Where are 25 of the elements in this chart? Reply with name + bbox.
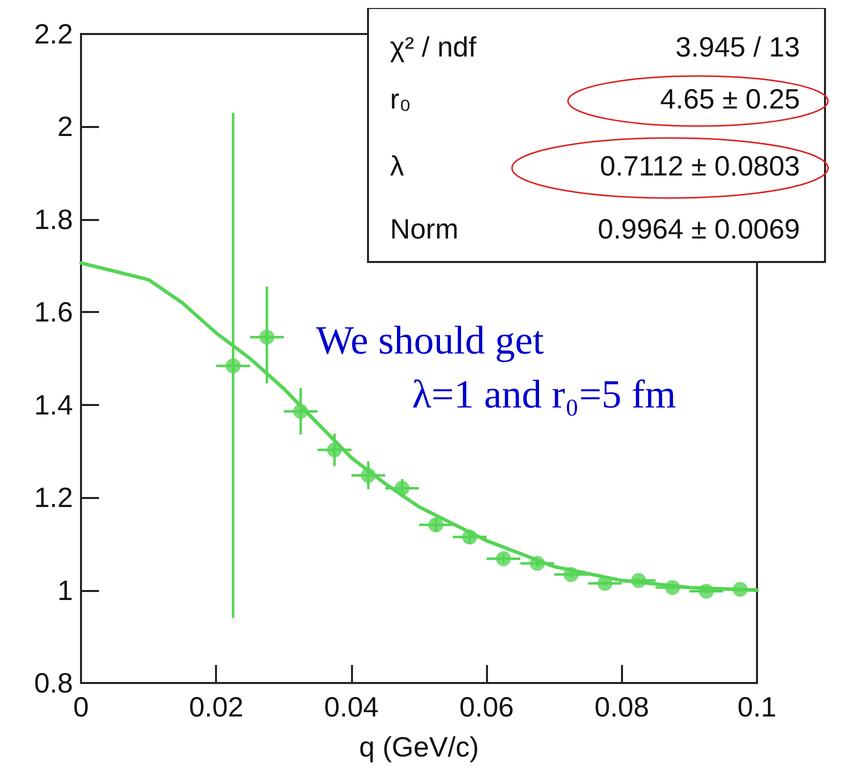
annotation: 0.7112 ± 0.0803	[600, 150, 800, 182]
y-tick-label: 1.6	[34, 296, 73, 328]
y-tick-label: 1.4	[34, 389, 73, 420]
annotation: 4.65 ± 0.25	[660, 84, 800, 114]
y-tick-label: 2.2	[34, 18, 73, 50]
y-tick-label: 1.2	[34, 482, 73, 514]
annotation: Norm	[390, 214, 458, 244]
annotation: χ² / ndf	[390, 32, 477, 62]
annotation: 3.945 / 13	[675, 32, 800, 62]
x-tick-label: 0.1	[738, 692, 776, 722]
x-tick-label: 0	[73, 692, 89, 722]
x-tick-label: 0.04	[324, 692, 379, 722]
annotation: 0.9964 ± 0.0069	[598, 214, 800, 244]
y-tick-label: 2	[57, 111, 73, 142]
annotation: r₀	[390, 84, 411, 114]
y-tick-label: 1.8	[34, 204, 73, 235]
x-tick-label: 0.08	[594, 692, 650, 722]
y-tick-label: 1	[57, 574, 73, 606]
annotation: λ	[390, 150, 404, 182]
annotation: λ=1 and r₀=5 fm	[412, 372, 676, 416]
y-tick-label: 0.8	[34, 668, 73, 698]
x-axis-title: q (GeV/c)	[359, 732, 479, 762]
x-tick-label: 0.02	[188, 692, 244, 722]
x-tick-label: 0.06	[459, 692, 514, 722]
annotation: We should get	[316, 318, 544, 362]
